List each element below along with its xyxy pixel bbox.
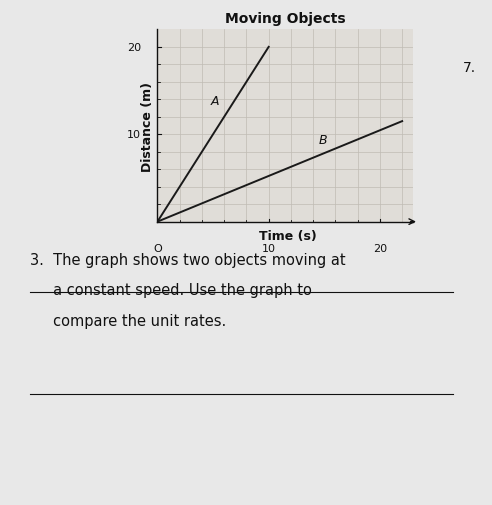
Text: 10: 10 [127, 130, 141, 140]
Text: Time (s): Time (s) [259, 230, 317, 243]
Text: compare the unit rates.: compare the unit rates. [30, 313, 226, 328]
Text: A: A [211, 94, 219, 108]
Text: a constant speed. Use the graph to: a constant speed. Use the graph to [30, 283, 311, 298]
Title: Moving Objects: Moving Objects [225, 13, 346, 26]
Text: B: B [319, 134, 327, 146]
Text: Distance (m): Distance (m) [141, 81, 154, 171]
Text: O: O [153, 244, 162, 254]
Text: 10: 10 [262, 244, 276, 254]
Text: 7.: 7. [462, 61, 476, 75]
Text: 3.  The graph shows two objects moving at: 3. The graph shows two objects moving at [30, 252, 345, 268]
Text: 20: 20 [126, 43, 141, 53]
Text: 20: 20 [373, 244, 387, 254]
